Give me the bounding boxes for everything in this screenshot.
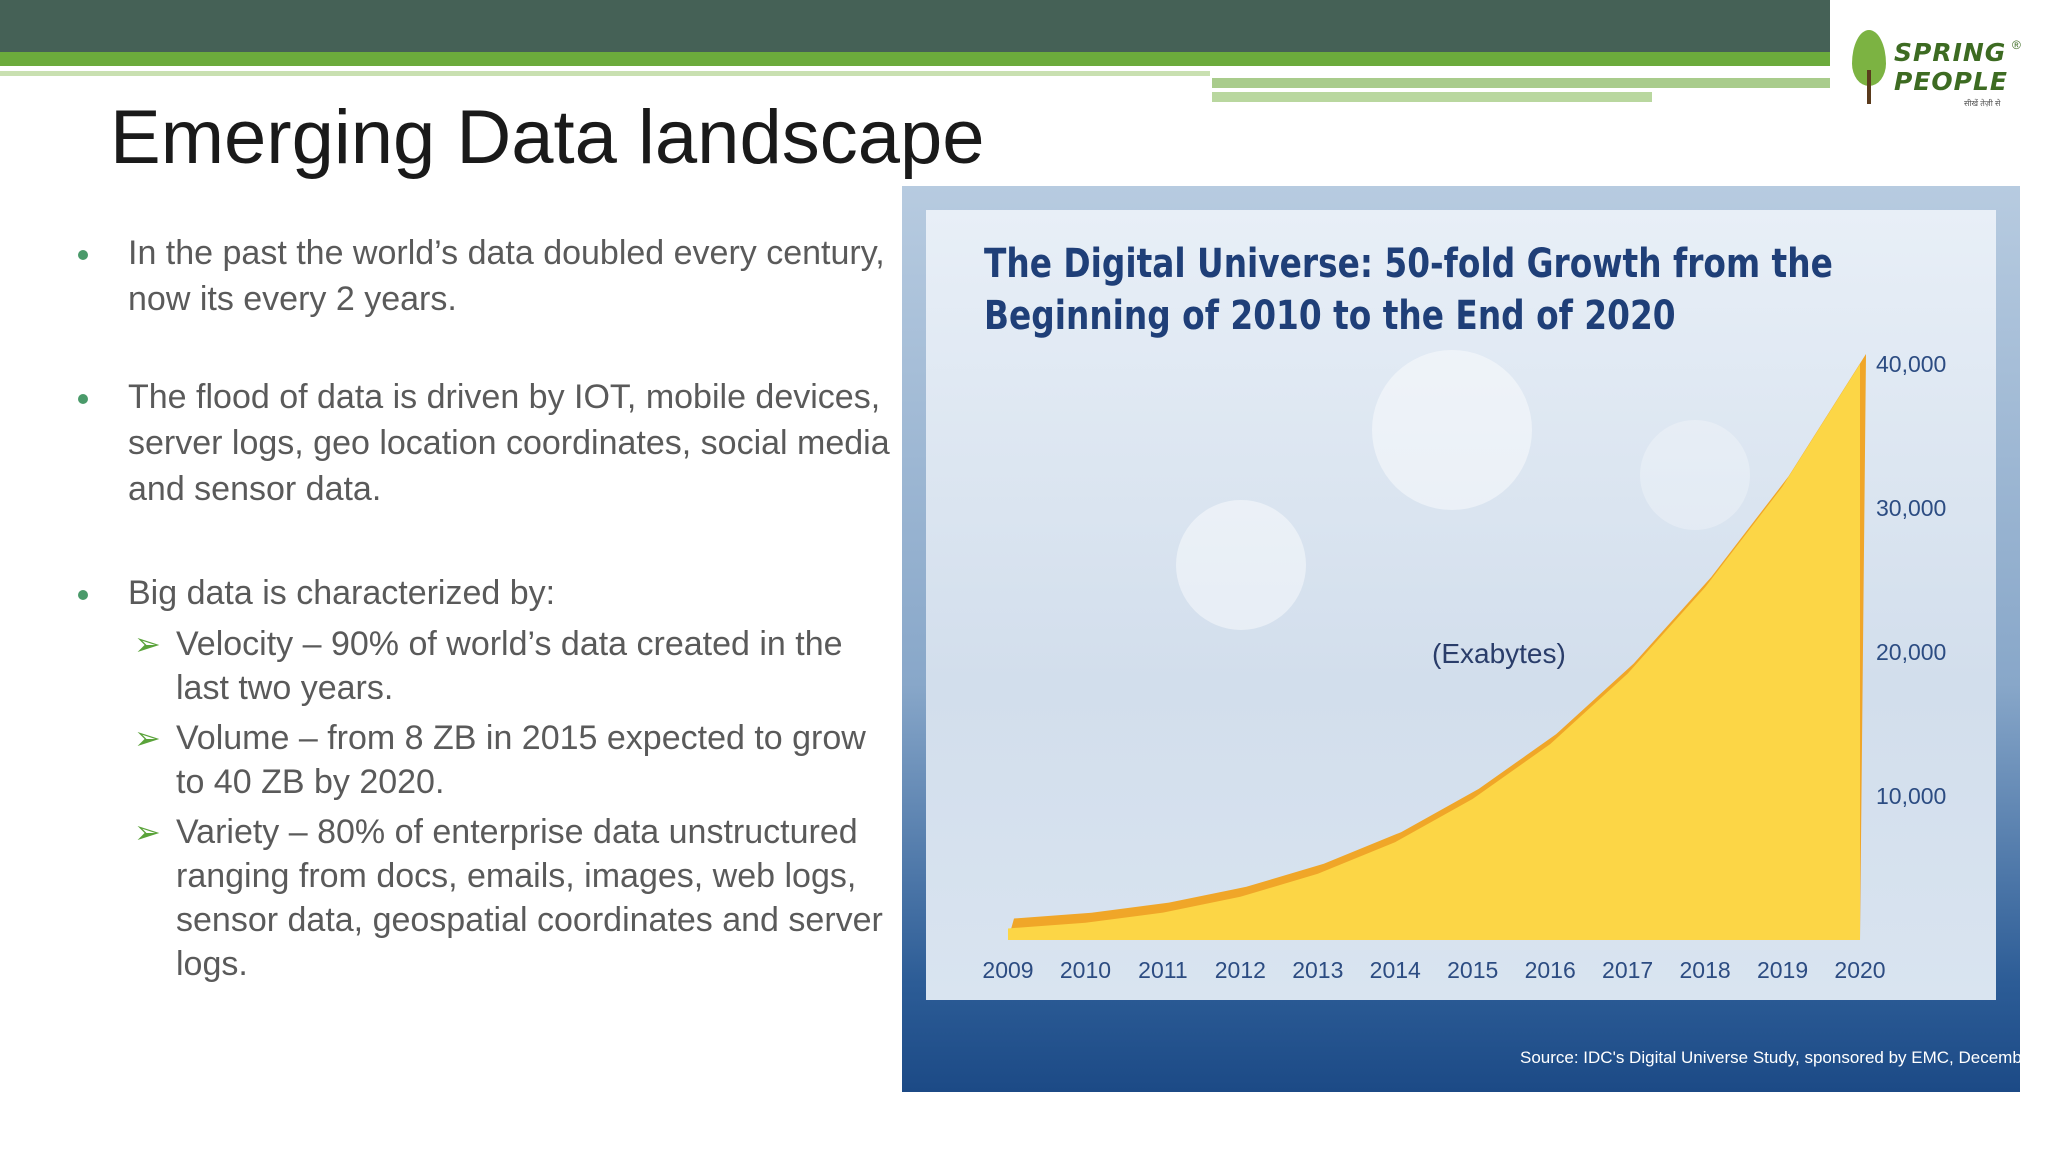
bullet-dot-icon (78, 590, 88, 600)
chart-area-fill (1008, 364, 1860, 940)
logo-wordmark: SPRING PEOPLE (1894, 38, 2034, 96)
x-tick-label: 2014 (1370, 957, 1421, 983)
x-tick-label: 2015 (1447, 957, 1498, 983)
chart-title: The Digital Universe: 50-fold Growth fro… (984, 238, 1833, 342)
header-bar (0, 0, 1830, 52)
bokeh-decoration (1176, 500, 1306, 630)
x-tick-label: 2017 (1602, 957, 1653, 983)
x-tick-label: 2010 (1060, 957, 1111, 983)
arrow-bullet-icon: ➢ (134, 720, 161, 756)
bullet-list: In the past the world’s data doubled eve… (78, 230, 898, 986)
y-tick-label: 20,000 (1876, 639, 1946, 665)
bullet-dot-icon (78, 250, 88, 260)
bullet-item: In the past the world’s data doubled eve… (78, 230, 898, 322)
bullet-text: In the past the world’s data doubled eve… (128, 234, 885, 318)
registered-mark: ® (2012, 38, 2021, 52)
bullet-dot-icon (78, 394, 88, 404)
leaf-stem-icon (1867, 70, 1871, 104)
y-tick-label: 30,000 (1876, 495, 1946, 521)
arrow-bullet-icon: ➢ (134, 814, 161, 850)
bokeh-decoration (1372, 350, 1532, 510)
header-light-stripe (0, 71, 1210, 76)
bullet-text: Big data is characterized by: (128, 574, 556, 612)
logo-line-1: SPRING (1894, 38, 2007, 67)
chart-source-note: Source: IDC's Digital Universe Study, sp… (1520, 1048, 2048, 1067)
arrow-bullet-icon: ➢ (134, 626, 161, 662)
sub-bullet-item: ➢ Variety – 80% of enterprise data unstr… (78, 810, 898, 986)
x-tick-label: 2020 (1834, 957, 1885, 983)
logo-tagline: सीखें तेज़ी से (1964, 99, 2001, 108)
y-tick-label: 40,000 (1876, 351, 1946, 377)
sub-bullet-item: ➢ Velocity – 90% of world’s data created… (78, 622, 898, 710)
chart-title-text: The Digital Universe: 50-fold Growth fro… (984, 241, 1833, 339)
sub-bullet-item: ➢ Volume – from 8 ZB in 2015 expected to… (78, 716, 898, 804)
y-tick-label: 10,000 (1876, 783, 1946, 809)
x-tick-label: 2016 (1525, 957, 1576, 983)
bullet-item: Big data is characterized by: (78, 570, 898, 616)
sub-bullet-text: Variety – 80% of enterprise data unstruc… (176, 813, 883, 983)
sub-bullet-text: Volume – from 8 ZB in 2015 expected to g… (176, 719, 866, 801)
bokeh-decoration (1640, 420, 1750, 530)
x-tick-label: 2013 (1292, 957, 1343, 983)
bullet-item: The flood of data is driven by IOT, mobi… (78, 374, 898, 512)
chart-unit-label: (Exabytes) (1432, 638, 1566, 669)
sub-bullet-text: Velocity – 90% of world’s data created i… (176, 625, 843, 707)
x-tick-label: 2011 (1138, 957, 1187, 983)
x-tick-label: 2012 (1215, 957, 1266, 983)
logo-line-2: PEOPLE (1894, 67, 2008, 96)
header-accent-stripe-lower (1212, 92, 1652, 102)
x-tick-label: 2009 (982, 957, 1033, 983)
slide-title: Emerging Data landscape (110, 95, 985, 180)
x-tick-label: 2018 (1680, 957, 1731, 983)
header-accent-stripe (1212, 78, 1830, 88)
bullet-text: The flood of data is driven by IOT, mobi… (128, 378, 890, 508)
header-green-stripe (0, 52, 1830, 66)
x-tick-label: 2019 (1757, 957, 1808, 983)
